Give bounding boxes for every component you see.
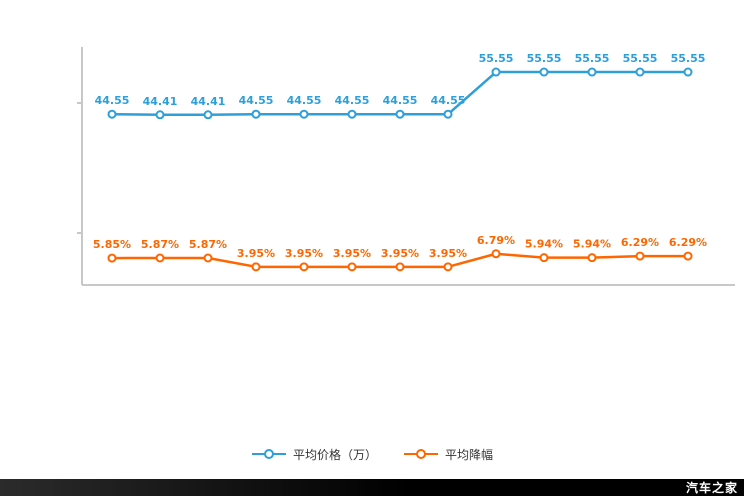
svg-text:5.87%: 5.87% (141, 238, 179, 251)
svg-text:6.29%: 6.29% (669, 236, 707, 249)
chart-canvas: 44.55 44.41 44.41 44.55 44.55 44.55 44.55 44.55… (77, 47, 735, 286)
svg-text:6.79%: 6.79% (477, 234, 515, 247)
svg-text:44.55: 44.55 (383, 94, 418, 107)
svg-text:3.95%: 3.95% (285, 247, 323, 260)
svg-text:44.55: 44.55 (287, 94, 322, 107)
chart-legend: 平均价格（万） 平均降幅 (0, 442, 744, 466)
legend-label-average-price: 平均价格（万） (292, 447, 377, 462)
legend-label-average-discount: 平均降幅 (445, 447, 494, 462)
svg-text:3.95%: 3.95% (333, 247, 371, 260)
legend-marker-blue-icon (251, 449, 286, 459)
svg-text:5.87%: 5.87% (189, 238, 227, 251)
legend-item-average-price[interactable]: 平均价格（万） (251, 446, 377, 463)
svg-text:3.95%: 3.95% (381, 247, 419, 260)
svg-text:44.55: 44.55 (95, 94, 130, 107)
brand-watermark: 汽车之家 (685, 481, 738, 495)
svg-text:3.95%: 3.95% (429, 247, 467, 260)
svg-text:44.55: 44.55 (431, 94, 466, 107)
legend-marker-orange-icon (404, 449, 438, 459)
svg-text:55.55: 55.55 (479, 52, 514, 65)
svg-text:55.55: 55.55 (527, 52, 562, 65)
svg-text:55.55: 55.55 (623, 52, 658, 65)
svg-text:44.41: 44.41 (191, 95, 226, 108)
svg-text:5.94%: 5.94% (573, 238, 611, 251)
svg-text:55.55: 55.55 (671, 52, 706, 65)
svg-text:44.41: 44.41 (143, 95, 178, 108)
footer-bar: 汽车之家 (0, 479, 744, 496)
line-chart: 44.55 44.41 44.41 44.55 44.55 44.55 44.55 44.55… (77, 47, 735, 286)
svg-text:5.94%: 5.94% (525, 238, 563, 251)
svg-text:55.55: 55.55 (575, 52, 610, 65)
svg-text:44.55: 44.55 (335, 94, 370, 107)
svg-text:6.29%: 6.29% (621, 236, 659, 249)
svg-text:3.95%: 3.95% (237, 247, 275, 260)
legend-item-average-discount[interactable]: 平均降幅 (403, 446, 493, 463)
svg-text:44.55: 44.55 (239, 94, 274, 107)
svg-text:5.85%: 5.85% (93, 238, 131, 251)
